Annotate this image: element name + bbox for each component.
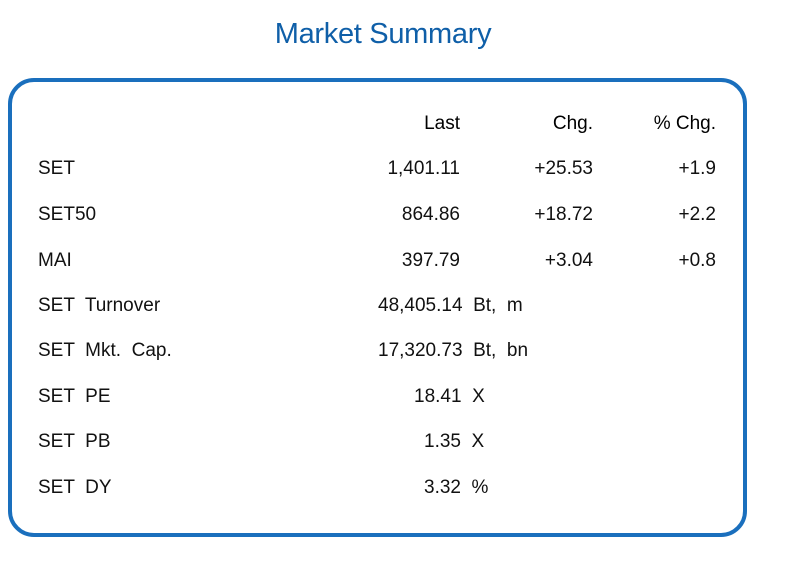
stat-label: SET DY: [38, 477, 112, 498]
row-chg: +3.04: [544, 250, 593, 271]
row-label: MAI: [38, 250, 72, 271]
stat-label: SET Mkt. Cap.: [38, 340, 172, 361]
market-summary-panel: [8, 78, 747, 537]
stat-label: SET Turnover: [38, 295, 161, 316]
stat-value: 1.35 X: [424, 431, 485, 452]
column-header-chg: Chg.: [552, 113, 593, 134]
row-last: 1,401.11: [387, 158, 460, 179]
page-title: Market Summary: [274, 18, 492, 50]
row-chg: +25.53: [534, 158, 593, 179]
column-header-pct-chg: % Chg.: [653, 113, 716, 134]
stat-value: 3.32 %: [424, 477, 489, 498]
stat-label: SET PE: [38, 386, 111, 407]
row-pct-chg: +1.9: [678, 158, 716, 179]
row-last: 864.86: [401, 204, 460, 225]
row-chg: +18.72: [534, 204, 593, 225]
stat-label: SET PB: [38, 431, 111, 452]
row-pct-chg: +2.2: [678, 204, 716, 225]
stat-value: 48,405.14 Bt, m: [378, 295, 523, 316]
row-label: SET50: [38, 204, 97, 225]
row-pct-chg: +0.8: [678, 250, 716, 271]
stat-value: 17,320.73 Bt, bn: [378, 340, 529, 361]
column-header-last: Last: [424, 113, 460, 134]
row-last: 397.79: [401, 250, 460, 271]
row-label: SET: [38, 158, 75, 179]
stat-value: 18.41 X: [414, 386, 485, 407]
